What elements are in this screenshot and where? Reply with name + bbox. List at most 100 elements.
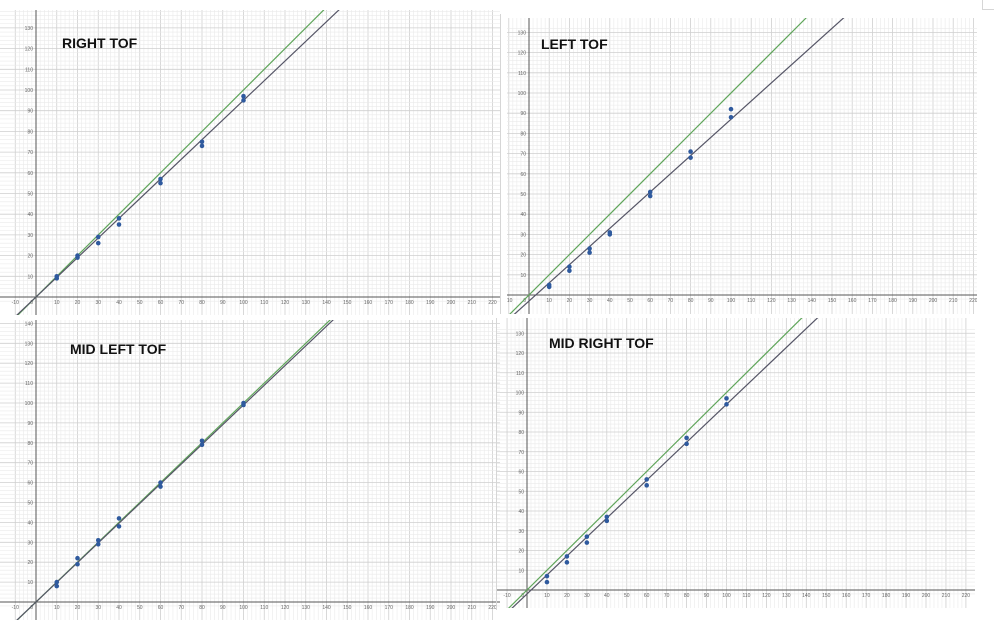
x-tick-label: 190 [902,593,911,599]
data-point [724,402,729,407]
x-tick-label: 70 [178,300,184,306]
y-tick-label: 30 [27,233,33,239]
x-tick-label: 60 [644,593,650,599]
x-tick-label: 200 [447,300,456,306]
data-point [241,93,246,99]
x-tick-label: 120 [281,300,290,306]
x-tick-label: 170 [385,300,394,306]
chart-mid-right-tof: -10 10 20 30 40 50 60 70 80 90 100 110 120 130 140 150 1… [497,318,975,608]
y-tick-label: 80 [518,430,524,436]
grid [0,320,500,620]
x-tick-label: 110 [747,298,755,304]
x-tick-label: 110 [742,593,750,599]
x-tick-label: 210 [942,593,951,599]
reference-line [509,18,807,314]
y-tick-label: 20 [518,549,524,555]
x-tick-label: 180 [405,300,414,306]
x-tick-label: 50 [137,300,143,306]
y-tick-label: 40 [520,212,526,218]
y-tick-label: 100 [25,88,34,94]
data-point [564,560,570,565]
data-point [95,234,101,240]
x-tick-label: 180 [405,605,414,611]
x-tick-label: 40 [116,605,122,611]
chart-title: LEFT TOF [541,36,608,52]
x-tick-label: 140 [808,298,817,304]
x-tick-label: 110 [260,300,268,306]
data-point [546,282,552,288]
x-tick-label: 210 [949,298,958,304]
x-tick-label: 50 [137,605,143,611]
x-tick-label: 180 [888,298,897,304]
y-tick-label: 130 [518,30,527,36]
data-point [684,441,689,447]
x-tick-label: 150 [343,605,352,611]
reference-line [507,318,803,608]
x-tick-label: 220 [969,298,977,304]
data-point [647,189,653,195]
x-tick-label: 60 [158,300,164,306]
x-tick-label: 130 [302,300,311,306]
data-point [199,438,205,444]
y-tick-label: 30 [27,540,33,546]
y-tick-label: 50 [518,489,524,495]
x-tick-label: 220 [488,300,497,306]
x-tick-label: 200 [929,298,938,304]
x-tick-label: 210 [468,605,477,611]
x-tick-label: 20 [75,605,81,611]
x-tick-label: 190 [909,298,918,304]
x-tick-label: 60 [158,605,164,611]
chart-left-tof: -101020304050607080901001101201301401501… [507,18,977,314]
y-tick-label: 70 [27,461,33,467]
x-tick-label: 50 [624,593,630,599]
x-tick-label: 200 [922,593,931,599]
y-tick-label: 50 [27,501,33,507]
origin-label: 0 [30,605,33,611]
origin-label: 0 [521,593,524,599]
x-tick-label: 160 [842,593,851,599]
x-tick-label: 190 [426,300,435,306]
panel-divider-vertical-lower [496,318,497,610]
x-tick-label: 140 [802,593,811,599]
y-tick-label: 120 [518,51,527,57]
x-tick-label: 160 [364,605,373,611]
y-tick-label: 90 [518,410,524,416]
x-tick-label: 130 [302,605,311,611]
x-tick-label: 70 [668,298,674,304]
fit-line [16,320,334,620]
grid [0,10,500,315]
data-point [544,573,550,579]
data-point [604,518,610,524]
y-tick-label: 20 [520,253,526,259]
x-tick-label: 170 [862,593,871,599]
x-tick-label: -10 [12,605,19,611]
chart-mid-left-tof: -10 10 20 30 40 50 60 70 80 90 100 110 120 130 140 150 1… [0,320,500,620]
y-tick-label: 80 [520,131,526,137]
y-tick-label: 60 [27,481,33,487]
y-tick-label: 50 [520,192,526,198]
window-corner-divider [982,0,983,10]
data-point [607,230,613,235]
x-tick-label: 150 [343,300,352,306]
x-tick-label: 80 [688,298,694,304]
y-tick-label: 100 [516,391,525,397]
data-point [158,484,163,489]
data-point [54,579,60,585]
grid [507,18,977,314]
data-point [567,264,572,270]
data-point [95,240,101,246]
data-point [241,400,246,406]
data-point [54,583,60,589]
data-point [199,139,205,145]
x-tick-label: 30 [95,605,101,611]
x-tick-label: 80 [199,605,205,611]
data-point [564,554,570,559]
fit-line [16,10,340,315]
x-tick-label: 90 [708,298,714,304]
x-tick-label: 20 [75,300,81,306]
x-tick-label: 30 [584,593,590,599]
x-tick-label: 60 [647,298,653,304]
x-tick-label: 140 [322,605,331,611]
data-point [584,540,590,545]
x-tick-label: 150 [828,298,837,304]
